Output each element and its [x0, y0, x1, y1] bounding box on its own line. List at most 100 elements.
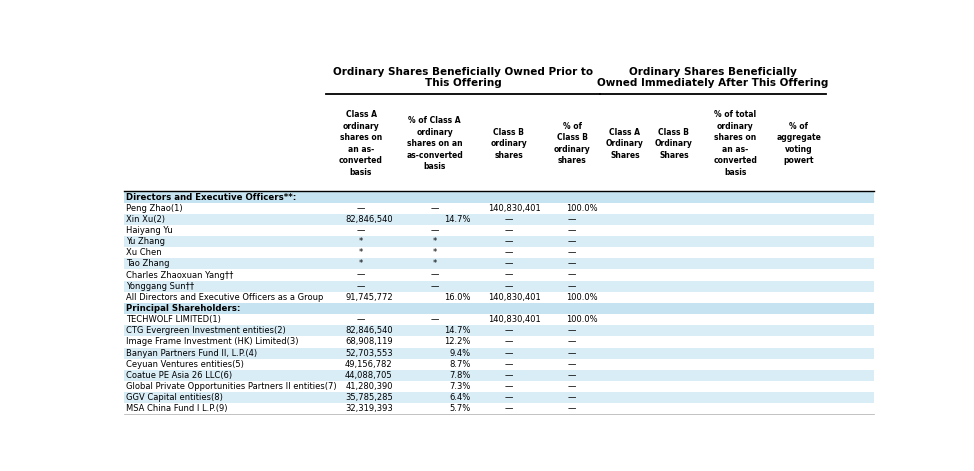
Text: 68,908,119: 68,908,119 [345, 338, 393, 347]
Text: Ordinary Shares Beneficially
Owned Immediately After This Offering: Ordinary Shares Beneficially Owned Immed… [597, 66, 829, 88]
Text: Global Private Opportunities Partners II entities(7): Global Private Opportunities Partners II… [127, 382, 337, 391]
Bar [124, 392, 875, 403]
Bar [124, 303, 875, 314]
Text: —: — [431, 226, 439, 235]
Text: —: — [568, 226, 577, 235]
Text: —: — [505, 226, 512, 235]
Text: —: — [505, 326, 512, 335]
Text: 91,745,772: 91,745,772 [345, 293, 393, 302]
Text: TECHWOLF LIMITED(1): TECHWOLF LIMITED(1) [127, 315, 221, 324]
Text: —: — [431, 315, 439, 324]
Text: —: — [431, 270, 439, 280]
Text: Banyan Partners Fund II, L.P.(4): Banyan Partners Fund II, L.P.(4) [127, 349, 257, 357]
Text: *: * [358, 237, 363, 246]
Text: 140,830,401: 140,830,401 [488, 203, 541, 213]
Text: Class B
Ordinary
Shares: Class B Ordinary Shares [655, 128, 693, 160]
Bar [124, 281, 875, 292]
Text: 100.0%: 100.0% [566, 293, 597, 302]
Text: 140,830,401: 140,830,401 [488, 293, 541, 302]
Text: % of
Class B
ordinary
shares: % of Class B ordinary shares [553, 122, 590, 165]
Text: *: * [432, 237, 436, 246]
Text: 16.0%: 16.0% [444, 293, 470, 302]
Text: Charles Zhaoxuan Yang††: Charles Zhaoxuan Yang†† [127, 270, 234, 280]
Text: Image Frame Investment (HK) Limited(3): Image Frame Investment (HK) Limited(3) [127, 338, 299, 347]
Text: —: — [568, 282, 577, 291]
Text: 8.7%: 8.7% [449, 360, 470, 369]
Text: Yu Zhang: Yu Zhang [127, 237, 166, 246]
Bar [124, 236, 875, 247]
Text: —: — [568, 215, 577, 224]
Text: CTG Evergreen Investment entities(2): CTG Evergreen Investment entities(2) [127, 326, 286, 335]
Text: —: — [431, 282, 439, 291]
Text: —: — [505, 360, 512, 369]
Bar [124, 259, 875, 269]
Text: Coatue PE Asia 26 LLC(6): Coatue PE Asia 26 LLC(6) [127, 371, 233, 380]
Text: 6.4%: 6.4% [449, 393, 470, 402]
Text: Ceyuan Ventures entities(5): Ceyuan Ventures entities(5) [127, 360, 244, 369]
Text: 82,846,540: 82,846,540 [345, 326, 393, 335]
Text: *: * [358, 260, 363, 268]
Text: —: — [568, 393, 577, 402]
Text: —: — [356, 282, 365, 291]
Text: Tao Zhang: Tao Zhang [127, 260, 169, 268]
Text: 41,280,390: 41,280,390 [345, 382, 393, 391]
Text: 140,830,401: 140,830,401 [488, 315, 541, 324]
Text: Xu Chen: Xu Chen [127, 248, 162, 257]
Text: % of total
ordinary
shares on
an as-
converted
basis: % of total ordinary shares on an as- con… [713, 110, 757, 177]
Text: —: — [568, 270, 577, 280]
Text: —: — [505, 393, 512, 402]
Text: 100.0%: 100.0% [566, 315, 597, 324]
Text: —: — [568, 237, 577, 246]
Text: —: — [505, 215, 512, 224]
Text: —: — [568, 360, 577, 369]
Bar [124, 348, 875, 359]
Text: 100.0%: 100.0% [566, 203, 597, 213]
Text: GGV Capital entities(8): GGV Capital entities(8) [127, 393, 223, 402]
Bar [124, 325, 875, 336]
Text: *: * [358, 248, 363, 257]
Text: —: — [356, 226, 365, 235]
Bar [124, 370, 875, 381]
Text: 7.8%: 7.8% [449, 371, 470, 380]
Text: —: — [505, 349, 512, 357]
Text: 32,319,393: 32,319,393 [345, 405, 393, 414]
Text: 14.7%: 14.7% [444, 326, 470, 335]
Text: MSA China Fund I L.P.(9): MSA China Fund I L.P.(9) [127, 405, 228, 414]
Text: —: — [568, 371, 577, 380]
Text: 49,156,782: 49,156,782 [345, 360, 393, 369]
Text: Directors and Executive Officers**:: Directors and Executive Officers**: [127, 193, 296, 202]
Text: Peng Zhao(1): Peng Zhao(1) [127, 203, 183, 213]
Text: Class A
ordinary
shares on
an as-
converted
basis: Class A ordinary shares on an as- conver… [339, 110, 383, 177]
Text: 82,846,540: 82,846,540 [345, 215, 393, 224]
Text: —: — [505, 282, 512, 291]
Text: —: — [568, 382, 577, 391]
Text: 5.7%: 5.7% [449, 405, 470, 414]
Text: % of
aggregate
voting
powert: % of aggregate voting powert [776, 122, 821, 165]
Text: 7.3%: 7.3% [449, 382, 470, 391]
Text: Principal Shareholders:: Principal Shareholders: [127, 304, 241, 313]
Text: —: — [505, 260, 512, 268]
Text: *: * [432, 260, 436, 268]
Text: —: — [505, 371, 512, 380]
Text: Xin Xu(2): Xin Xu(2) [127, 215, 166, 224]
Text: Class B
ordinary
shares: Class B ordinary shares [490, 128, 527, 160]
Text: Yonggang Sun††: Yonggang Sun†† [127, 282, 195, 291]
Text: —: — [356, 203, 365, 213]
Text: Class A
Ordinary
Shares: Class A Ordinary Shares [606, 128, 644, 160]
Text: —: — [568, 248, 577, 257]
Text: —: — [568, 338, 577, 347]
Text: —: — [568, 260, 577, 268]
Bar [124, 191, 875, 203]
Text: —: — [431, 203, 439, 213]
Text: Ordinary Shares Beneficially Owned Prior to
This Offering: Ordinary Shares Beneficially Owned Prior… [333, 66, 593, 88]
Text: —: — [505, 382, 512, 391]
Text: 14.7%: 14.7% [444, 215, 470, 224]
Text: —: — [505, 338, 512, 347]
Text: —: — [356, 315, 365, 324]
Text: —: — [568, 349, 577, 357]
Text: —: — [568, 405, 577, 414]
Text: 52,703,553: 52,703,553 [345, 349, 393, 357]
Text: % of Class A
ordinary
shares on an
as-converted
basis: % of Class A ordinary shares on an as-co… [406, 116, 463, 171]
Text: 12.2%: 12.2% [444, 338, 470, 347]
Text: —: — [356, 270, 365, 280]
